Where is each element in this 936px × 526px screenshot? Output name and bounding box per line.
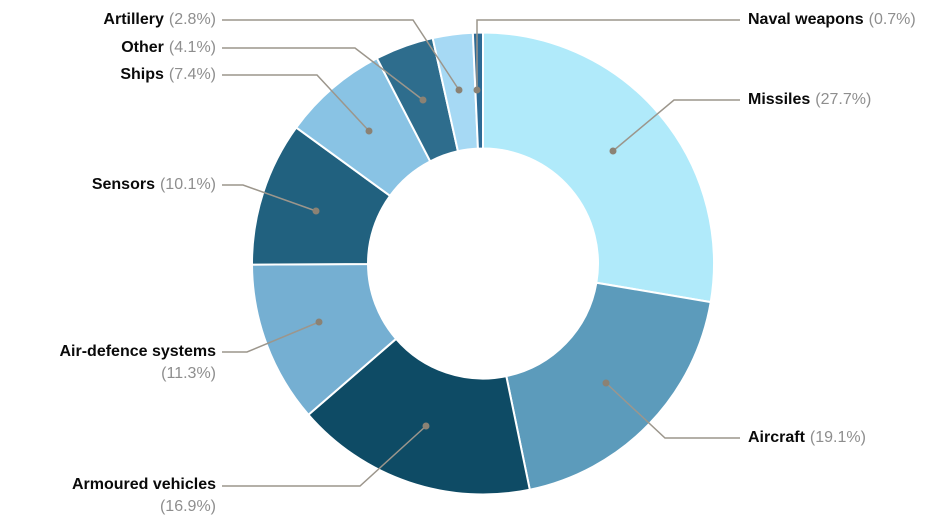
leader-dot-missiles [609, 147, 617, 155]
label-naval-weapons-pct: (0.7%) [868, 11, 916, 28]
leader-line-armoured-vehicles [222, 425, 427, 487]
leader-dot-armoured-vehicles [422, 422, 430, 430]
leader-line-aircraft [605, 382, 740, 439]
leader-line-ships [222, 74, 370, 132]
label-armoured-vehicles-pct: (16.9%) [159, 498, 216, 515]
label-armoured-vehicles: Armoured vehicles (16.9%) [72, 474, 216, 518]
label-missiles: Missiles (27.7%) [748, 89, 871, 111]
label-other-pct: (4.1%) [168, 39, 216, 56]
label-missiles-pct: (27.7%) [815, 91, 872, 108]
label-ships-name: Ships [120, 66, 164, 83]
label-sensors: Sensors (10.1%) [92, 174, 216, 196]
label-naval-weapons-name: Naval weapons [748, 11, 864, 28]
label-other-name: Other [121, 39, 164, 56]
leader-line-naval-weapons [476, 19, 740, 90]
label-ships: Ships (7.4%) [120, 64, 216, 86]
leader-dot-ships [365, 127, 373, 135]
leader-line-artillery [222, 19, 460, 91]
leader-dot-artillery [455, 86, 463, 94]
label-armoured-vehicles-name: Armoured vehicles [71, 476, 216, 493]
leader-dot-sensors [312, 207, 320, 215]
label-air-defence-systems-name: Air-defence systems [59, 343, 216, 360]
leader-line-missiles [612, 99, 740, 152]
donut-segment-armoured-vehicles [307, 337, 531, 496]
label-sensors-pct: (10.1%) [159, 176, 216, 193]
leader-line-other [222, 47, 424, 101]
leader-dot-aircraft [602, 379, 610, 387]
label-air-defence-systems: Air-defence systems (11.3%) [59, 341, 216, 385]
leader-dot-air-defence-systems [315, 318, 323, 326]
label-aircraft-name: Aircraft [748, 429, 805, 446]
leader-line-air-defence-systems [222, 321, 320, 353]
leader-dot-naval-weapons [473, 86, 481, 94]
label-aircraft: Aircraft (19.1%) [748, 427, 866, 449]
donut-segment-missiles [482, 31, 715, 304]
leader-line-sensors [222, 184, 317, 212]
label-ships-pct: (7.4%) [168, 66, 216, 83]
leader-dot-other [419, 96, 427, 104]
label-naval-weapons: Naval weapons (0.7%) [748, 9, 916, 31]
label-artillery: Artillery (2.8%) [103, 9, 216, 31]
label-other: Other (4.1%) [121, 37, 216, 59]
label-aircraft-pct: (19.1%) [809, 429, 866, 446]
label-air-defence-systems-pct: (11.3%) [161, 365, 216, 382]
label-artillery-pct: (2.8%) [168, 11, 216, 28]
label-sensors-name: Sensors [91, 176, 155, 193]
label-missiles-name: Missiles [748, 91, 811, 108]
label-artillery-name: Artillery [103, 11, 164, 28]
